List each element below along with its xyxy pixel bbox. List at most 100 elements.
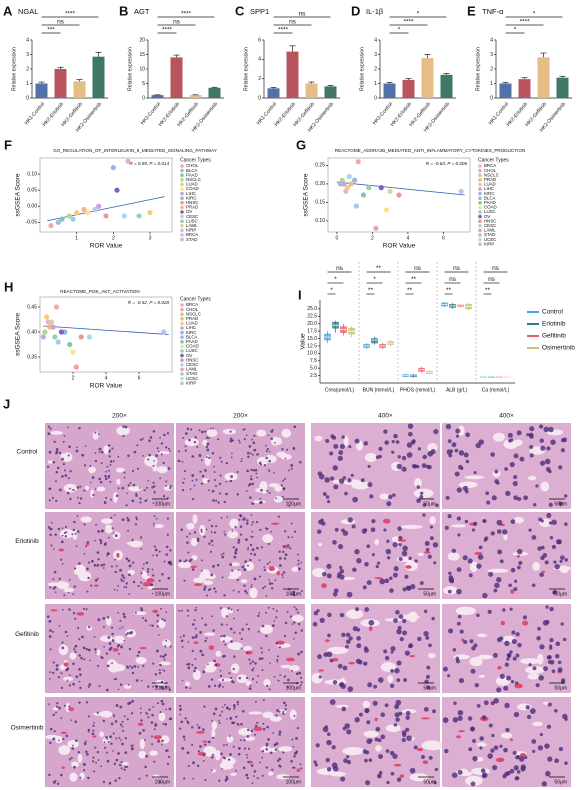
nucleus — [92, 729, 95, 732]
nucleus — [206, 448, 210, 452]
nucleus — [199, 745, 202, 748]
nucleus — [316, 609, 320, 613]
nucleus — [66, 491, 70, 495]
nucleus — [265, 748, 269, 751]
nucleus — [165, 611, 168, 613]
nucleus — [52, 578, 55, 581]
nucleus — [128, 564, 132, 568]
y-tick-label: 17.5 — [307, 328, 317, 334]
nucleus — [251, 438, 254, 441]
nucleus — [123, 615, 126, 619]
blood — [374, 577, 383, 580]
blood — [509, 738, 513, 742]
nucleus — [425, 674, 430, 679]
nucleus — [219, 669, 222, 672]
nucleus — [457, 770, 463, 775]
legend-title: Cancer Types — [180, 296, 211, 302]
nucleus — [464, 519, 469, 524]
nucleus — [245, 773, 249, 777]
nucleus — [339, 443, 345, 450]
nucleus — [411, 439, 416, 444]
y-tick-label: 0 — [490, 95, 493, 101]
nucleus — [491, 495, 497, 501]
nucleus — [276, 661, 279, 663]
nucleus — [405, 710, 411, 716]
nucleus — [540, 519, 544, 523]
nucleus — [108, 450, 111, 453]
scale-bar-label: 50μm — [554, 685, 567, 691]
nucleus — [354, 549, 360, 555]
scale-bar-label: 100μm — [155, 591, 170, 597]
lumen — [105, 616, 112, 626]
lumen — [103, 445, 110, 455]
nucleus — [131, 561, 135, 564]
nucleus — [127, 484, 130, 487]
blood — [92, 735, 97, 738]
nucleus — [340, 776, 346, 782]
nucleus — [222, 640, 225, 643]
point — [85, 210, 91, 216]
significance-label: ns — [488, 276, 496, 283]
nucleus — [547, 702, 552, 707]
nucleus — [179, 636, 182, 639]
nucleus — [168, 688, 171, 691]
nucleus — [157, 450, 160, 453]
nucleus — [248, 658, 251, 661]
nucleus — [355, 658, 361, 664]
legend-title: Cancer Types — [180, 157, 211, 163]
nucleus — [243, 518, 246, 521]
nucleus — [342, 530, 349, 536]
nucleus — [194, 635, 198, 639]
nucleus — [470, 781, 476, 787]
nucleus — [562, 437, 568, 443]
nucleus — [49, 528, 52, 531]
nucleus — [221, 576, 224, 579]
bar — [208, 87, 221, 98]
point — [346, 173, 352, 180]
nucleus — [375, 455, 380, 460]
nucleus — [293, 530, 297, 533]
point — [396, 192, 402, 198]
chart-title: REACTOME_ADORA2B_MEDIATED_ANTI_INFLAMMAT… — [335, 148, 525, 153]
nucleus — [326, 573, 332, 579]
scale-bar-label: 50μm — [423, 685, 436, 691]
nucleus — [250, 475, 252, 477]
nucleus — [55, 533, 58, 536]
point — [348, 181, 354, 187]
nucleus — [377, 754, 383, 760]
nucleus — [321, 521, 326, 526]
blood — [152, 609, 159, 614]
nucleus — [452, 648, 457, 652]
blood — [94, 584, 99, 587]
nucleus — [271, 768, 274, 771]
nucleus — [100, 563, 104, 567]
y-axis-label: Relative expression — [243, 47, 249, 91]
nucleus — [327, 612, 332, 618]
blood — [58, 548, 65, 552]
nucleus — [200, 530, 203, 533]
legend-swatch — [478, 178, 482, 182]
nucleus — [121, 720, 124, 723]
nucleus — [356, 643, 362, 649]
nucleus — [233, 617, 235, 620]
legend-label: OV — [484, 214, 490, 219]
nucleus — [338, 450, 344, 455]
nucleus — [48, 450, 52, 454]
point — [161, 329, 167, 335]
nucleus — [237, 590, 240, 593]
nucleus — [205, 637, 208, 640]
lumen — [144, 455, 158, 467]
nucleus — [470, 726, 475, 732]
nucleus — [256, 721, 259, 724]
nucleus — [215, 663, 218, 667]
lumen — [414, 477, 422, 488]
nucleus — [445, 495, 450, 500]
point — [81, 206, 87, 213]
nucleus — [504, 640, 510, 647]
lumen — [278, 746, 293, 752]
nucleus — [221, 710, 224, 713]
nucleus — [129, 482, 132, 485]
legend-label: NSCLC — [186, 177, 201, 182]
nucleus — [479, 736, 485, 741]
nucleus — [557, 660, 562, 665]
